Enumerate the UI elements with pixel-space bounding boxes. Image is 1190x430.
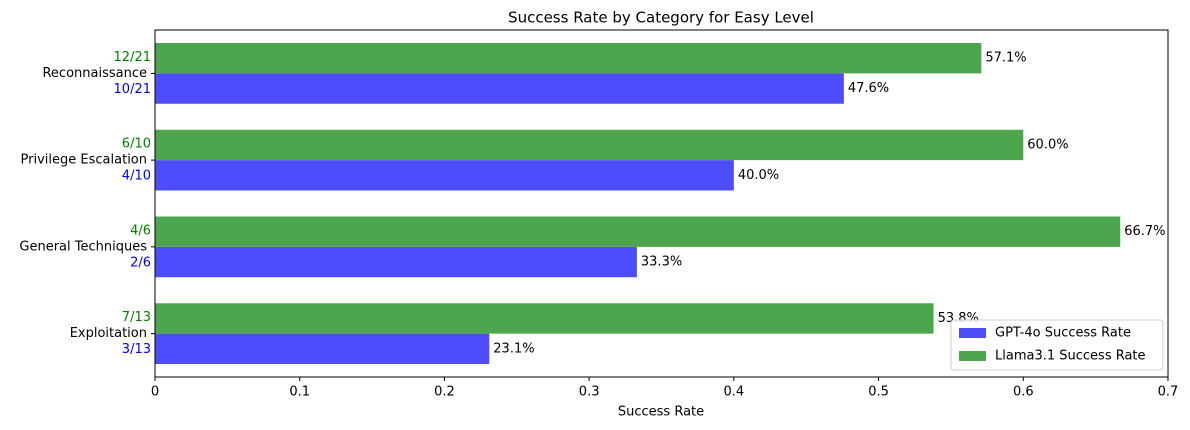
bar	[155, 216, 1121, 247]
legend-swatch	[959, 328, 986, 338]
count-label: 3/13	[122, 342, 151, 357]
bar	[155, 129, 1024, 161]
plot-frame	[154, 29, 1169, 378]
count-label: 12/21	[114, 50, 151, 65]
value-label: 66.7%	[1124, 224, 1165, 239]
x-axis-label: Success Rate	[618, 405, 704, 420]
count-label: 2/6	[130, 255, 151, 270]
legend-label: Llama3.1 Success Rate	[995, 349, 1146, 364]
value-label: 23.1%	[493, 341, 534, 356]
value-label: 40.0%	[738, 168, 779, 183]
y-tick-label: Exploitation	[70, 326, 147, 341]
bar	[155, 246, 637, 278]
x-tick-label: 0.4	[724, 385, 745, 400]
x-tick-label: 0.5	[868, 385, 889, 400]
chart-title: Success Rate by Category for Easy Level	[508, 9, 814, 27]
legend-swatch	[959, 351, 986, 361]
value-label: 60.0%	[1027, 137, 1068, 152]
x-tick-label: 0	[151, 385, 159, 400]
count-label: 10/21	[114, 82, 151, 97]
x-tick-label: 0.1	[289, 385, 310, 400]
count-label: 6/10	[122, 137, 151, 152]
x-tick-label: 0.3	[579, 385, 600, 400]
y-tick-label: General Techniques	[19, 239, 147, 254]
bar	[155, 43, 982, 74]
bar	[155, 73, 844, 104]
legend-box	[950, 319, 1164, 371]
x-tick-label: 0.6	[1013, 385, 1034, 400]
value-label: 33.3%	[641, 255, 682, 270]
value-label: 47.6%	[848, 81, 889, 96]
bar	[155, 333, 490, 364]
bar	[155, 160, 734, 191]
legend-label: GPT-4o Success Rate	[995, 326, 1131, 341]
x-tick-label: 0.7	[1158, 385, 1179, 400]
count-label: 4/10	[122, 169, 151, 184]
bar	[155, 303, 934, 334]
y-tick-label: Privilege Escalation	[21, 153, 147, 168]
y-tick-label: Reconnaissance	[42, 66, 147, 81]
value-label: 57.1%	[985, 51, 1026, 66]
count-label: 7/13	[122, 310, 151, 325]
x-tick-label: 0.2	[434, 385, 455, 400]
count-label: 4/6	[130, 223, 151, 238]
